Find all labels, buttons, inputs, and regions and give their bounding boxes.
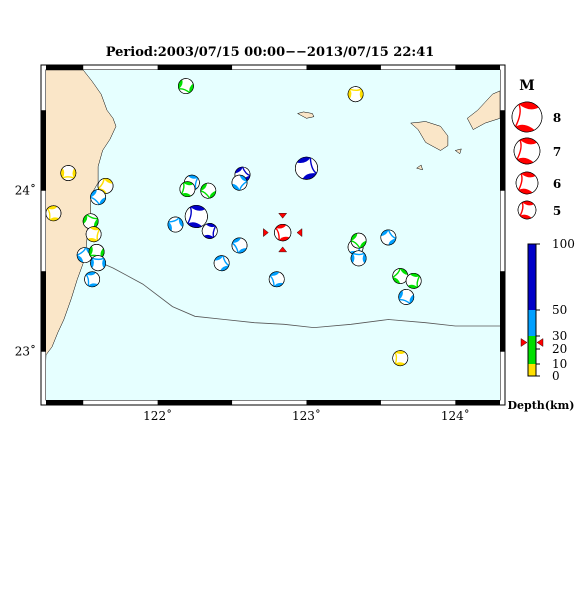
depth-marker-left xyxy=(520,338,528,347)
focal-mechanism-19 xyxy=(213,255,230,272)
focal-mechanism-22 xyxy=(90,255,106,272)
focal-mechanism-10 xyxy=(97,178,114,194)
magnitude-legend-label: 7 xyxy=(553,145,561,159)
focal-mechanism-1 xyxy=(178,78,194,94)
depth-tick-label: 10 xyxy=(552,357,567,371)
focal-mechanism-5 xyxy=(200,182,217,199)
depth-marker-right xyxy=(536,338,544,347)
focal-mechanism-14 xyxy=(85,226,102,243)
depth-tick-label: 30 xyxy=(552,329,567,343)
land-iriomote xyxy=(410,121,449,151)
focal-mechanism-18 xyxy=(231,237,248,254)
depth-tick-label: 0 xyxy=(552,369,560,383)
depth-colorbar-title: Depth(km) xyxy=(508,399,575,412)
trench-layer xyxy=(83,254,500,329)
axis-labels: 122˚ 123˚ 124˚ 23˚ 24˚ xyxy=(15,183,470,423)
focal-mechanism-28 xyxy=(380,229,397,246)
focal-mechanism-27 xyxy=(350,250,367,267)
depth-band-2 xyxy=(528,310,536,336)
magnitude-legend-label: 8 xyxy=(553,111,561,125)
focal-mechanism-16 xyxy=(184,204,208,228)
depth-band-0 xyxy=(528,364,536,376)
focal-mechanism-4 xyxy=(179,181,196,198)
lon-tick-label: 124˚ xyxy=(441,408,470,423)
depth-tick-label: 100 xyxy=(552,237,575,251)
land-hateruma-islet xyxy=(416,164,423,171)
focal-mechanism-7 xyxy=(231,174,248,191)
focal-mechanism-layer xyxy=(45,78,422,367)
land-ishigaki-n xyxy=(466,90,500,130)
depth-tick-label: 20 xyxy=(552,342,567,356)
magnitude-legend: M 8 7 6 5 xyxy=(511,78,561,220)
focal-mechanism-11 xyxy=(90,189,106,206)
land-aragusuku xyxy=(454,148,462,155)
focal-mechanism-29 xyxy=(392,268,409,284)
magnitude-legend-title: M xyxy=(519,78,535,94)
focal-mechanism-12 xyxy=(45,205,62,222)
focal-mechanism-26 xyxy=(350,232,367,249)
focal-mechanism-31 xyxy=(398,289,415,305)
depth-tick-label: 50 xyxy=(552,303,567,317)
land-layer xyxy=(46,70,500,361)
latest-marker-right xyxy=(296,228,303,238)
latest-focal-mechanism xyxy=(274,223,292,242)
land-yonaguni xyxy=(296,111,315,119)
focal-mechanism-30 xyxy=(405,272,422,289)
magnitude-legend-ball-5 xyxy=(517,200,537,220)
lon-tick-label: 122˚ xyxy=(143,408,172,423)
focal-mechanism-15 xyxy=(167,216,184,233)
latest-event-layer xyxy=(263,213,303,253)
latest-marker-left xyxy=(263,228,269,238)
focal-mechanism-9 xyxy=(60,165,77,181)
lon-tick-label: 123˚ xyxy=(292,408,321,423)
focal-mechanism-23 xyxy=(84,271,101,288)
lat-tick-label: 24˚ xyxy=(15,183,36,198)
latest-marker-bottom xyxy=(278,246,288,253)
map-title: Period:2003/07/15 00:00−−2013/07/15 22:4… xyxy=(106,45,435,60)
magnitude-legend-ball-8 xyxy=(511,101,543,133)
trench-line xyxy=(83,254,500,329)
magnitude-legend-ball-7 xyxy=(513,137,541,165)
latest-marker-top xyxy=(278,213,288,219)
focal-mechanism-24 xyxy=(268,271,285,288)
focal-mechanism-8 xyxy=(294,156,318,180)
lat-tick-label: 23˚ xyxy=(15,344,36,359)
focal-mechanism-13 xyxy=(82,213,99,230)
magnitude-legend-ball-6 xyxy=(515,171,539,195)
focal-mechanism-2 xyxy=(347,86,364,103)
focal-mechanism-17 xyxy=(201,223,218,239)
focal-mechanism-32 xyxy=(392,350,409,367)
magnitude-legend-label: 5 xyxy=(553,204,561,218)
sea-area xyxy=(46,70,500,400)
magnitude-legend-label: 6 xyxy=(553,177,561,191)
depth-band-3 xyxy=(528,244,536,310)
depth-band-1 xyxy=(528,336,536,364)
